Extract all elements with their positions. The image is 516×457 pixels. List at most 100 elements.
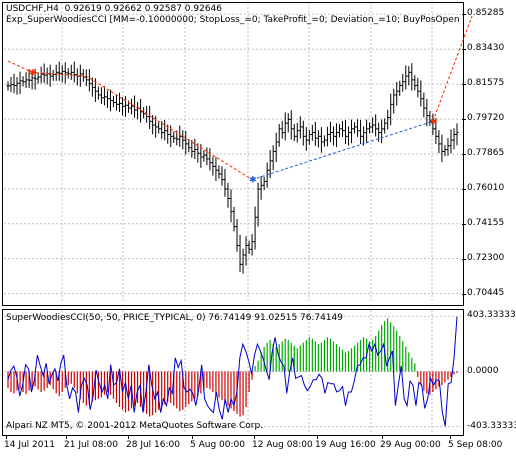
price-bar xyxy=(250,234,254,256)
price-bar xyxy=(359,119,363,145)
price-bar xyxy=(63,62,67,84)
price-bar xyxy=(344,119,348,145)
price-bar xyxy=(102,86,106,106)
price-bar xyxy=(410,63,414,91)
price-bar xyxy=(253,206,257,250)
price-bar xyxy=(446,138,450,156)
y-axis-tick xyxy=(462,188,466,190)
price-bar xyxy=(172,131,176,143)
y-axis-tick xyxy=(462,293,466,295)
price-bar xyxy=(392,88,396,114)
price-bar xyxy=(57,61,61,82)
price-bar xyxy=(316,130,320,148)
indicator-axis-label: -403.33333 xyxy=(467,420,516,431)
price-bar xyxy=(181,130,185,150)
price-axis-label: 0.79720 xyxy=(467,113,505,124)
quote-label: 0.92619 0.92662 0.92587 0.92646 xyxy=(64,4,223,14)
price-bar xyxy=(322,135,326,147)
x-axis-tick xyxy=(317,435,318,439)
price-bar xyxy=(374,114,378,137)
indicator-axis-label: 403.33333 xyxy=(467,310,516,321)
price-bar xyxy=(422,92,426,118)
time-axis-label: 12 Aug 08:00 xyxy=(252,440,313,450)
price-bar xyxy=(18,71,22,94)
price-bar xyxy=(66,68,70,79)
price-bar xyxy=(48,64,52,87)
price-bar xyxy=(310,124,314,141)
price-bar xyxy=(24,72,28,88)
x-axis-tick xyxy=(66,435,67,439)
price-bar xyxy=(325,126,329,147)
price-bar xyxy=(157,122,161,134)
price-bar xyxy=(262,176,266,190)
price-bar xyxy=(33,68,37,90)
price-bar xyxy=(350,119,354,144)
price-bar xyxy=(283,112,287,141)
price-axis-label: 0.81575 xyxy=(467,78,505,89)
broker-footer: Alpari NZ MT5, © 2001-2012 MetaQuotes So… xyxy=(6,421,264,431)
price-bar xyxy=(190,139,194,158)
price-axis-label: 0.74155 xyxy=(467,217,505,228)
price-bar xyxy=(114,94,118,111)
trade-marker: ✱ xyxy=(249,176,257,186)
price-bar xyxy=(15,77,19,95)
price-bar xyxy=(416,77,420,98)
price-bar xyxy=(87,69,91,92)
price-bar xyxy=(178,125,182,147)
price-bar xyxy=(36,72,40,84)
price-bar xyxy=(217,165,221,179)
time-axis-label: 5 Sep 08:00 xyxy=(448,440,503,450)
price-bar xyxy=(39,66,43,84)
time-axis-label: 5 Aug 00:00 xyxy=(190,440,245,450)
price-bar xyxy=(148,105,152,130)
price-bar xyxy=(292,124,296,142)
price-bar xyxy=(407,66,411,86)
price-bar xyxy=(12,73,16,94)
price-bar xyxy=(404,65,408,90)
sell-trade-line xyxy=(432,15,473,122)
price-axis-label: 0.70445 xyxy=(467,287,505,298)
price-bar xyxy=(142,107,146,119)
price-bar xyxy=(428,110,432,126)
x-axis-tick xyxy=(450,435,451,439)
price-bar xyxy=(277,124,281,147)
price-bar xyxy=(130,98,134,115)
price-bar xyxy=(334,123,338,148)
price-bar xyxy=(280,121,284,139)
price-bar xyxy=(6,81,10,91)
price-bar xyxy=(96,86,100,100)
price-bar xyxy=(51,69,55,81)
price-bar xyxy=(139,98,143,123)
price-bar xyxy=(434,118,438,145)
price-bar xyxy=(163,119,167,141)
price-bar xyxy=(223,168,227,197)
price-bar xyxy=(238,234,242,273)
price-axis-label: 0.77865 xyxy=(467,147,505,158)
price-bar xyxy=(27,69,31,88)
price-bar xyxy=(347,126,351,146)
price-bar xyxy=(362,126,366,146)
price-axis-label: 0.85285 xyxy=(467,8,505,19)
price-bar xyxy=(133,95,137,118)
price-bar xyxy=(9,76,13,93)
price-bar xyxy=(247,240,251,254)
trade-marker: ✱ xyxy=(29,68,37,78)
y-axis-tick xyxy=(462,153,466,155)
price-bar xyxy=(353,122,357,134)
price-bar xyxy=(241,248,245,274)
price-bar xyxy=(383,118,387,134)
price-bar xyxy=(386,109,390,130)
indicator-pane[interactable] xyxy=(2,309,464,436)
trade-marker: ✱ xyxy=(430,117,438,127)
time-axis-label: 19 Aug 16:00 xyxy=(315,440,376,450)
price-bar xyxy=(145,106,149,123)
cci-line xyxy=(7,316,458,427)
price-bar xyxy=(42,63,46,83)
price-bar xyxy=(313,121,317,146)
indicator-axis-label: 0.0000 xyxy=(467,365,499,376)
price-bar xyxy=(90,77,94,97)
price-bar xyxy=(371,117,375,134)
price-bar xyxy=(229,189,233,223)
price-bar xyxy=(389,93,393,126)
price-bar xyxy=(377,122,381,142)
